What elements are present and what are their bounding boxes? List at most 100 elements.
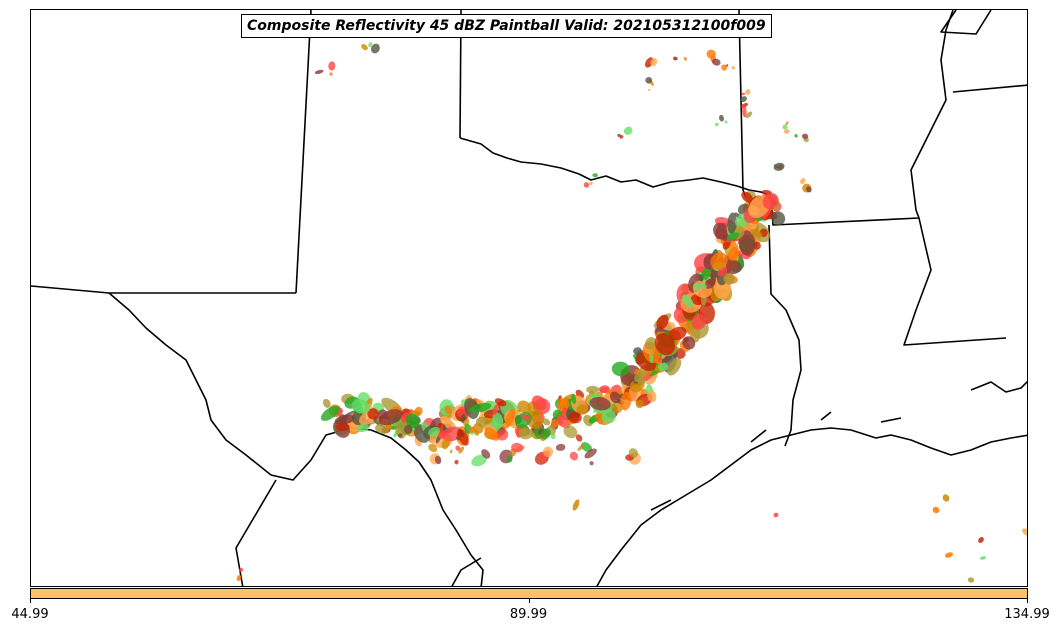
louisiana-coast-detail xyxy=(970,380,1027,393)
storm-cell xyxy=(980,556,986,560)
storm-cell xyxy=(771,211,786,226)
storm-cell xyxy=(714,122,719,127)
storm-cell xyxy=(727,212,737,234)
storm-cell xyxy=(589,181,593,186)
storm-cell xyxy=(745,89,751,95)
storm-cell xyxy=(745,111,753,119)
storm-cell xyxy=(460,413,466,423)
storm-cell xyxy=(556,415,571,429)
storm-cell xyxy=(540,428,551,440)
storm-cell xyxy=(620,391,632,411)
storm-cell xyxy=(577,444,585,451)
storm-cell xyxy=(658,362,669,371)
storm-cell xyxy=(361,43,368,51)
storm-cell xyxy=(542,418,551,426)
storm-cell xyxy=(378,409,403,426)
storm-cell xyxy=(473,422,484,434)
storm-cell xyxy=(441,438,450,450)
storm-cell xyxy=(356,423,369,433)
storm-cell xyxy=(978,536,984,544)
storm-cell xyxy=(782,124,788,130)
storm-cell xyxy=(563,425,578,439)
storm-cell xyxy=(698,283,707,289)
storm-cell xyxy=(628,448,639,458)
storm-cell xyxy=(773,512,779,518)
colorbar-tick xyxy=(30,599,31,603)
storm-cell xyxy=(683,56,687,61)
storm-cell xyxy=(762,193,779,210)
storm-cell xyxy=(806,186,812,193)
storm-cell xyxy=(511,442,524,453)
colorbar-tick xyxy=(1027,599,1028,603)
storm-cell xyxy=(505,408,516,427)
storm-cell xyxy=(750,229,763,238)
storm-cell xyxy=(721,64,727,71)
storm-cell xyxy=(783,129,790,134)
storm-cell xyxy=(583,182,590,188)
storm-cell xyxy=(794,134,798,138)
storm-cell xyxy=(428,426,441,437)
storm-cell xyxy=(328,61,336,71)
storm-cell xyxy=(589,461,594,466)
storm-cell xyxy=(647,389,657,403)
storm-cell xyxy=(648,88,651,92)
ms-al-border xyxy=(952,84,1027,93)
storm-cell xyxy=(397,433,403,438)
storm-cell xyxy=(741,191,753,203)
mexico-coast xyxy=(451,557,482,586)
storm-cell xyxy=(458,446,465,454)
storm-cell xyxy=(723,272,735,285)
storm-cell xyxy=(724,120,728,124)
storm-cell xyxy=(748,205,760,216)
storm-cell xyxy=(656,314,669,330)
storm-cell xyxy=(555,443,566,451)
storm-cell xyxy=(719,114,724,122)
storm-cell xyxy=(704,277,716,289)
colorbar xyxy=(30,588,1028,599)
nm-tx-border xyxy=(295,10,312,294)
storm-cell xyxy=(568,411,582,424)
nm-southern-border xyxy=(31,285,296,294)
storm-cell xyxy=(1022,528,1027,536)
storm-cell xyxy=(444,405,453,415)
storm-cell xyxy=(572,499,580,511)
storm-cell xyxy=(667,358,682,376)
storm-cell xyxy=(322,398,331,408)
storm-cell xyxy=(598,385,610,393)
tx-ok-red-river xyxy=(459,137,772,197)
storm-cell xyxy=(633,347,642,355)
storm-cell xyxy=(335,423,350,431)
storm-cell xyxy=(454,459,459,465)
colorbar-tick-label: 134.99 xyxy=(1004,607,1050,622)
storm-cell xyxy=(645,76,653,84)
gulf-coastline xyxy=(596,427,1027,586)
storm-cell xyxy=(597,419,603,425)
storm-cell xyxy=(562,398,570,409)
storm-cell xyxy=(457,429,469,446)
storm-cell xyxy=(497,429,509,441)
storm-cell xyxy=(571,393,577,405)
rio-grande xyxy=(108,292,484,586)
storm-cell xyxy=(481,449,491,459)
map-title: Composite Reflectivity 45 dBZ Paintball … xyxy=(241,14,772,38)
storm-cell xyxy=(611,361,630,377)
storm-cell xyxy=(801,133,809,139)
storm-cell xyxy=(654,333,676,356)
storm-cell xyxy=(531,395,547,411)
storm-cell xyxy=(726,232,740,241)
mexico-state-line xyxy=(235,479,277,586)
storm-cell xyxy=(320,405,340,421)
storm-cell xyxy=(741,92,745,96)
storm-cell xyxy=(575,434,583,442)
storm-cell xyxy=(589,396,611,411)
storm-cell xyxy=(484,427,500,441)
storm-cell xyxy=(650,58,658,67)
storm-cell xyxy=(710,252,728,270)
storm-cell xyxy=(673,56,678,61)
storm-cell xyxy=(469,403,492,413)
storm-cell xyxy=(367,408,379,420)
storm-cell xyxy=(314,69,324,75)
storm-cell xyxy=(800,178,806,184)
storm-cell xyxy=(731,66,735,70)
storm-cell xyxy=(740,96,747,103)
